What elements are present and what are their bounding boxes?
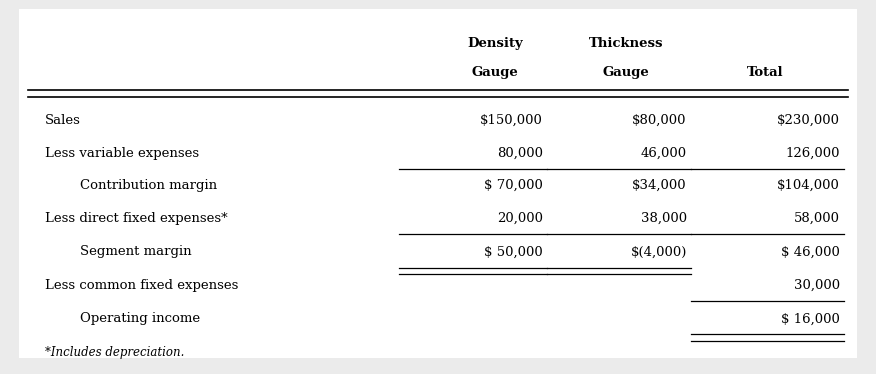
Text: Segment margin: Segment margin — [80, 245, 192, 258]
Text: 20,000: 20,000 — [497, 212, 543, 225]
Text: $ 16,000: $ 16,000 — [781, 312, 840, 325]
Text: $80,000: $80,000 — [632, 114, 687, 127]
Text: 38,000: 38,000 — [640, 212, 687, 225]
Text: Less common fixed expenses: Less common fixed expenses — [45, 279, 238, 292]
Text: 46,000: 46,000 — [640, 147, 687, 160]
Text: Operating income: Operating income — [80, 312, 200, 325]
Text: Gauge: Gauge — [603, 66, 649, 79]
Text: 126,000: 126,000 — [785, 147, 840, 160]
Text: $(4,000): $(4,000) — [631, 245, 687, 258]
Text: $34,000: $34,000 — [632, 179, 687, 191]
Text: $ 70,000: $ 70,000 — [484, 179, 543, 191]
Text: 80,000: 80,000 — [497, 147, 543, 160]
Text: 30,000: 30,000 — [794, 279, 840, 292]
Text: $150,000: $150,000 — [480, 114, 543, 127]
Text: *Includes depreciation.: *Includes depreciation. — [45, 346, 185, 359]
Text: Gauge: Gauge — [471, 66, 518, 79]
Text: Less direct fixed expenses*: Less direct fixed expenses* — [45, 212, 228, 225]
Text: $ 50,000: $ 50,000 — [484, 245, 543, 258]
Text: Thickness: Thickness — [589, 37, 663, 50]
Text: Total: Total — [747, 66, 784, 79]
Text: $230,000: $230,000 — [777, 114, 840, 127]
Text: Sales: Sales — [45, 114, 81, 127]
Text: $ 46,000: $ 46,000 — [781, 245, 840, 258]
Text: 58,000: 58,000 — [794, 212, 840, 225]
Text: $104,000: $104,000 — [777, 179, 840, 191]
Text: Density: Density — [467, 37, 523, 50]
FancyBboxPatch shape — [19, 9, 857, 358]
Text: Contribution margin: Contribution margin — [80, 179, 217, 191]
Text: Less variable expenses: Less variable expenses — [45, 147, 199, 160]
